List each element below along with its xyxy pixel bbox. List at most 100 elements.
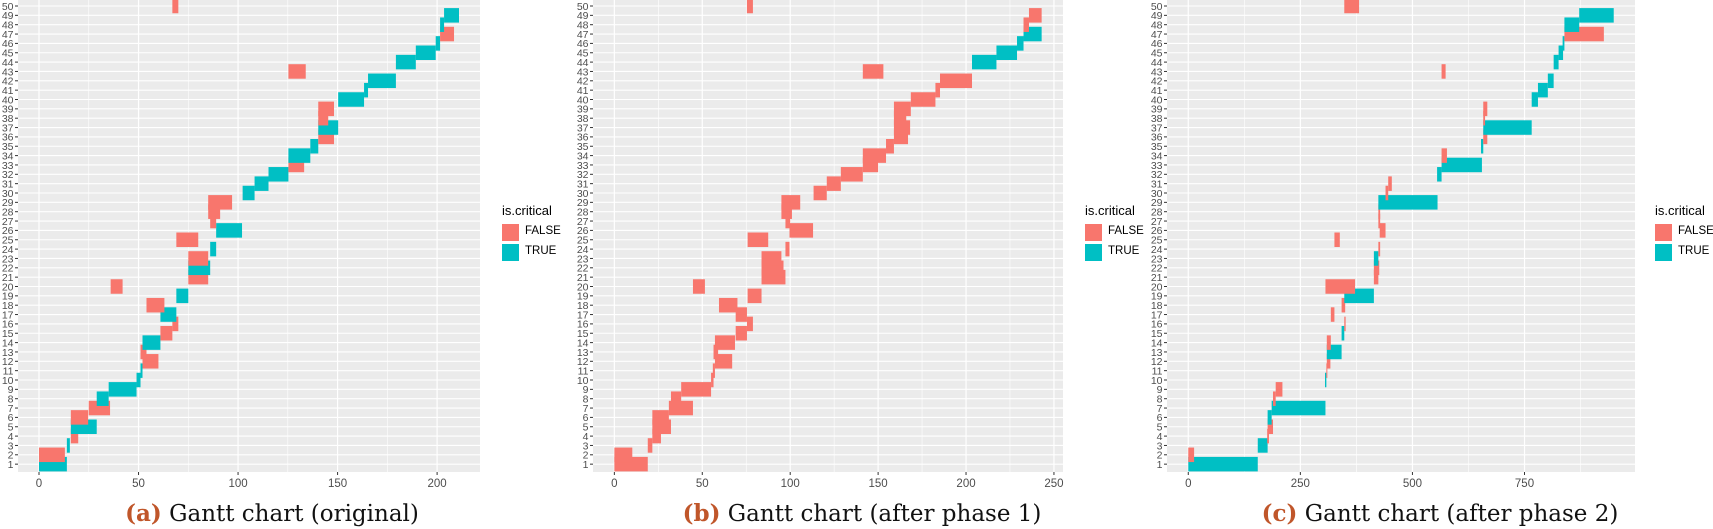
y-tick-label: 22 — [1151, 263, 1163, 275]
legend-label-false: FALSE — [525, 225, 561, 237]
task-bar — [142, 354, 159, 369]
task-bar — [714, 335, 735, 350]
task-bar — [208, 204, 221, 219]
y-tick-label: 26 — [577, 225, 589, 237]
task-bar-critical — [1341, 326, 1345, 341]
x-tick-label: 150 — [328, 478, 347, 490]
task-bar — [146, 297, 165, 313]
y-tick-label: 8 — [1157, 394, 1163, 406]
y-tick-label: 4 — [583, 431, 589, 443]
task-bar — [886, 139, 894, 154]
task-bar — [1330, 307, 1335, 322]
y-tick-label: 40 — [2, 94, 14, 106]
task-bar — [785, 213, 791, 229]
y-tick-label: 34 — [1151, 150, 1163, 162]
task-bar — [1441, 148, 1447, 163]
y-tick-label: 12 — [577, 356, 589, 368]
y-tick-label: 6 — [1157, 412, 1163, 424]
y-tick-label: 50 — [2, 1, 14, 13]
y-tick-label: 2 — [583, 450, 589, 462]
task-bar — [1028, 8, 1042, 23]
y-tick-label: 47 — [2, 29, 14, 41]
caption-letter: (a) — [125, 500, 162, 527]
y-tick-label: 47 — [577, 29, 589, 41]
y-tick-label: 32 — [2, 169, 14, 181]
y-tick-label: 20 — [577, 281, 589, 293]
task-bar — [670, 391, 682, 406]
y-tick-label: 3 — [8, 440, 14, 452]
task-bar — [1267, 419, 1274, 434]
y-tick-label: 43 — [2, 66, 14, 78]
y-tick-label: 31 — [2, 178, 14, 190]
y-tick-label: 26 — [2, 225, 14, 237]
legend-label-true: TRUE — [1108, 245, 1140, 257]
task-bar-critical — [216, 223, 243, 238]
task-bar-critical — [136, 372, 141, 388]
y-tick-label: 32 — [1151, 169, 1163, 181]
y-tick-label: 13 — [1151, 347, 1163, 359]
task-bar-critical — [1017, 36, 1024, 51]
y-tick-label: 42 — [577, 76, 589, 88]
y-tick-label: 41 — [1151, 85, 1163, 97]
task-bar — [1273, 391, 1276, 406]
y-tick-label: 2 — [8, 450, 14, 462]
y-tick-label: 3 — [1157, 440, 1163, 452]
task-bar — [746, 316, 753, 332]
task-bar — [70, 428, 79, 444]
task-bar — [1344, 316, 1346, 332]
task-bar-critical — [210, 241, 217, 257]
y-tick-label: 21 — [1151, 272, 1163, 284]
caption-letter: (c) — [1261, 500, 1298, 527]
y-tick-label: 4 — [8, 431, 14, 443]
y-tick-label: 27 — [2, 216, 14, 228]
task-bar-critical — [1271, 400, 1326, 416]
y-tick-label: 27 — [577, 216, 589, 228]
task-bar-critical — [1579, 8, 1614, 23]
y-tick-label: 11 — [3, 365, 14, 377]
y-tick-label: 12 — [1151, 356, 1163, 368]
legend-key-false — [502, 224, 519, 241]
y-tick-label: 10 — [2, 375, 14, 387]
task-bar-critical — [1441, 157, 1482, 173]
x-tick-label: 100 — [781, 478, 800, 490]
legend-key-false — [1655, 224, 1672, 241]
y-tick-label: 31 — [1151, 178, 1163, 190]
y-tick-label: 10 — [1151, 375, 1163, 387]
task-bar-critical — [1483, 120, 1532, 135]
y-tick-label: 19 — [2, 291, 14, 303]
task-bar — [208, 195, 233, 210]
legend-key-false — [1085, 224, 1102, 241]
task-bar-critical — [338, 92, 365, 107]
task-bar — [781, 195, 801, 210]
legend-title: is.critical — [502, 203, 552, 218]
task-bar — [893, 101, 911, 117]
legend-title: is.critical — [1655, 203, 1705, 218]
gantt-panel-a: 1234567891011121314151617181920212223242… — [2, 0, 480, 490]
y-tick-label: 37 — [2, 122, 14, 134]
x-tick-label: 250 — [1044, 478, 1063, 490]
y-tick-label: 43 — [1151, 66, 1163, 78]
task-bar — [1334, 232, 1340, 247]
y-tick-label: 28 — [2, 207, 14, 219]
task-bar-critical — [1553, 54, 1559, 70]
task-bar — [1188, 447, 1195, 463]
y-tick-label: 33 — [1151, 160, 1163, 172]
task-bar-critical — [1547, 73, 1554, 89]
y-tick-label: 34 — [2, 150, 14, 162]
y-tick-label: 49 — [2, 10, 14, 22]
y-tick-label: 31 — [577, 178, 589, 190]
y-tick-label: 28 — [1151, 207, 1163, 219]
y-tick-label: 17 — [577, 309, 589, 321]
y-tick-label: 39 — [2, 104, 14, 116]
y-tick-label: 22 — [577, 263, 589, 275]
legend-key-true — [1655, 244, 1672, 261]
y-tick-label: 21 — [2, 272, 14, 284]
y-tick-label: 18 — [2, 300, 14, 312]
y-tick-label: 25 — [1151, 235, 1163, 247]
plot-background — [18, 0, 480, 472]
y-tick-label: 19 — [577, 291, 589, 303]
y-tick-label: 7 — [8, 403, 14, 415]
y-tick-label: 48 — [2, 20, 14, 32]
task-bar — [1385, 185, 1389, 201]
